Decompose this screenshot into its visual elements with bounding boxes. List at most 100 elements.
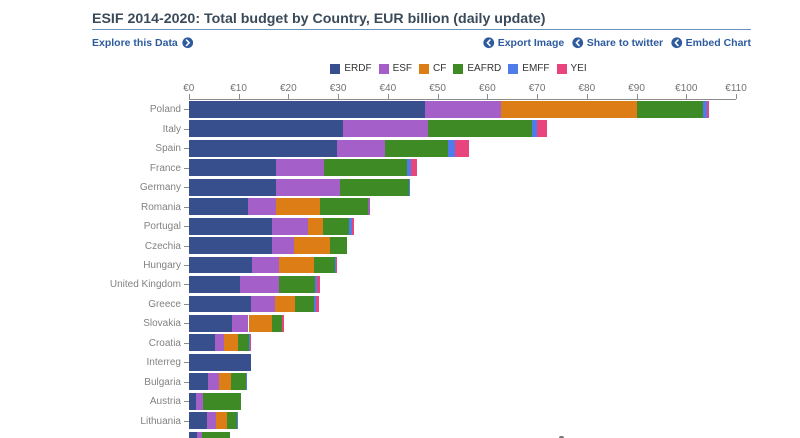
bar-segment-erdf-united-kingdom[interactable] [188, 276, 240, 293]
bar-segment-esf-austria[interactable] [195, 392, 203, 410]
bar-segment-eafrd-portugal[interactable] [323, 217, 349, 235]
bar-segment-erdf-interreg[interactable] [188, 353, 252, 371]
bar-segment-eafrd-greece[interactable] [295, 295, 314, 313]
bar-segment-esf-lithuania[interactable] [207, 412, 217, 430]
bar-segment-eafrd-united-kingdom[interactable] [278, 276, 315, 293]
legend-item-yei[interactable]: YEI [556, 63, 587, 74]
bar-segment-esf-france[interactable] [276, 159, 325, 177]
bar-segment-esf-slovakia[interactable] [232, 314, 249, 332]
bar-segment-erdf-czechia[interactable] [188, 237, 273, 254]
bar-segment-emff-portugal[interactable] [348, 217, 352, 235]
bar-segment-cf-croatia[interactable] [224, 334, 238, 352]
bar-segment-esf-bulgaria[interactable] [208, 373, 219, 391]
export-image-link[interactable]: Export Image [483, 37, 564, 49]
bar-segment-erdf-lithuania[interactable] [188, 412, 208, 430]
bar-segment-eafrd-lithuania[interactable] [226, 412, 238, 430]
legend-label: EAFRD [467, 63, 502, 74]
bar-segment-esf-spain[interactable] [336, 139, 386, 157]
bar-segment-cf-hungary[interactable] [278, 256, 315, 274]
legend-item-erdf[interactable]: ERDF [330, 63, 372, 74]
bar-segment-emff-poland[interactable] [703, 100, 708, 118]
bar-segment-yei-spain[interactable] [455, 139, 470, 157]
bar-segment-cf-slovakia[interactable] [248, 314, 272, 332]
bar-segment-emff-romania[interactable] [368, 198, 370, 216]
bar-segment-eafrd-row17[interactable] [201, 431, 230, 438]
bar-segment-esf-row17[interactable] [197, 431, 202, 438]
bar-segment-erdf-row17[interactable] [188, 431, 198, 438]
legend-item-cf[interactable]: CF [419, 63, 446, 74]
bar-segment-cf-portugal[interactable] [308, 217, 324, 235]
bar-segment-eafrd-romania[interactable] [319, 198, 369, 216]
bar-segment-emff-greece[interactable] [313, 295, 317, 313]
legend-item-eafrd[interactable]: EAFRD [453, 63, 501, 74]
bar-segment-erdf-croatia[interactable] [188, 334, 216, 352]
bar-segment-cf-lithuania[interactable] [216, 412, 227, 430]
bar-segment-erdf-france[interactable] [188, 159, 277, 177]
embed-chart-link[interactable]: Embed Chart [671, 37, 751, 49]
bar-segment-yei-france[interactable] [410, 159, 417, 177]
bar-segment-eafrd-poland[interactable] [636, 100, 704, 118]
bar-segment-emff-france[interactable] [406, 159, 411, 177]
bar-segment-cf-czechia[interactable] [293, 237, 331, 254]
bar-segment-cf-greece[interactable] [275, 295, 296, 313]
share-twitter-link[interactable]: Share to twitter [572, 37, 663, 49]
bar-segment-esf-portugal[interactable] [272, 217, 309, 235]
bar-segment-erdf-greece[interactable] [188, 295, 252, 313]
bar-segment-esf-poland[interactable] [424, 100, 502, 118]
bar-segment-esf-hungary[interactable] [251, 256, 279, 274]
bar-segment-yei-slovakia[interactable] [282, 314, 284, 332]
bar-segment-erdf-italy[interactable] [188, 120, 343, 138]
bar-segment-eafrd-bulgaria[interactable] [231, 373, 246, 391]
bar-segment-cf-romania[interactable] [276, 198, 320, 216]
bar-segment-erdf-bulgaria[interactable] [188, 373, 209, 391]
bar-segment-emff-united-kingdom[interactable] [314, 276, 318, 293]
bar-segment-yei-greece[interactable] [316, 295, 320, 313]
embed-chart-label: Embed Chart [685, 37, 751, 50]
bar-segment-esf-germany[interactable] [276, 178, 340, 196]
bar-segment-yei-romania[interactable] [369, 198, 371, 216]
y-axis-tick [183, 206, 189, 208]
bar-segment-emff-germany[interactable] [408, 178, 411, 196]
bar-segment-yei-croatia[interactable] [250, 334, 252, 352]
bar-segment-esf-united-kingdom[interactable] [239, 276, 279, 293]
bar-segment-eafrd-austria[interactable] [202, 392, 242, 410]
bar-segment-cf-bulgaria[interactable] [218, 373, 232, 391]
bar-segment-eafrd-italy[interactable] [428, 120, 533, 138]
bar-segment-erdf-germany[interactable] [188, 178, 277, 196]
bar-segment-yei-poland[interactable] [707, 100, 710, 118]
bar-segment-esf-croatia[interactable] [215, 334, 225, 352]
bar-segment-emff-spain[interactable] [447, 139, 456, 157]
bar-segment-eafrd-hungary[interactable] [314, 256, 336, 274]
bar-segment-erdf-slovakia[interactable] [188, 314, 233, 332]
legend-item-esf[interactable]: ESF [378, 63, 412, 74]
bar-segment-eafrd-germany[interactable] [339, 178, 409, 196]
x-axis-tick [636, 94, 638, 99]
bar-segment-emff-croatia[interactable] [248, 334, 251, 352]
bar-segment-eafrd-slovakia[interactable] [271, 314, 283, 332]
bar-segment-eafrd-spain[interactable] [385, 139, 448, 157]
explore-data-link[interactable]: Explore this Data [92, 37, 193, 49]
bar-segment-yei-united-kingdom[interactable] [317, 276, 320, 293]
legend-item-emff[interactable]: EMFF [508, 63, 550, 74]
bar-segment-erdf-poland[interactable] [188, 100, 425, 118]
x-axis-tick-label: €50 [429, 82, 446, 94]
bar-segment-eafrd-czechia[interactable] [330, 237, 348, 254]
bar-segment-esf-italy[interactable] [342, 120, 429, 138]
bar-segment-esf-greece[interactable] [251, 295, 276, 313]
x-axis-tick-label: €100 [675, 82, 698, 94]
bar-segment-eafrd-france[interactable] [324, 159, 407, 177]
bar-segment-erdf-spain[interactable] [188, 139, 337, 157]
bar-segment-esf-romania[interactable] [247, 198, 277, 216]
bar-segment-erdf-austria[interactable] [188, 392, 196, 410]
bar-segment-erdf-portugal[interactable] [188, 217, 273, 235]
bar-segment-emff-lithuania[interactable] [237, 412, 238, 430]
bar-segment-emff-italy[interactable] [532, 120, 537, 138]
bar-segment-esf-czechia[interactable] [272, 237, 294, 254]
bar-segment-cf-poland[interactable] [501, 100, 637, 118]
bar-segment-yei-italy[interactable] [536, 120, 548, 138]
bar-segment-yei-portugal[interactable] [351, 217, 354, 235]
bar-segment-emff-bulgaria[interactable] [245, 373, 247, 391]
bar-segment-erdf-romania[interactable] [188, 198, 248, 216]
bar-segment-erdf-hungary[interactable] [188, 256, 252, 274]
bar-segment-eafrd-croatia[interactable] [237, 334, 249, 352]
